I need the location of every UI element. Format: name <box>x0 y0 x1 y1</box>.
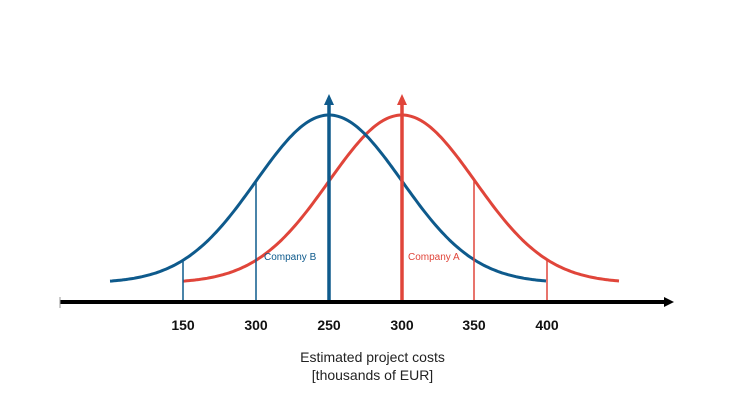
mean-arrow-company-a-arrowhead <box>397 94 407 105</box>
interval-markers <box>182 94 548 302</box>
series-label-company-b: Company B <box>264 252 317 263</box>
x-axis-title-line-1: Estimated project costs <box>300 349 445 365</box>
series-label-company-a: Company A <box>408 252 460 263</box>
x-tick-labels: 150 300 250 300 350 400 <box>171 317 559 333</box>
distribution-curves <box>109 113 620 283</box>
x-tick-label: 300 <box>244 317 268 333</box>
x-tick-label: 150 <box>171 317 195 333</box>
x-tick-label: 250 <box>317 317 341 333</box>
x-axis-title: Estimated project costs [thousands of EU… <box>0 348 745 384</box>
x-axis-arrowhead <box>664 297 674 307</box>
x-axis-title-line-2: [thousands of EUR] <box>311 367 434 383</box>
mean-arrow-company-b-arrowhead <box>324 94 334 105</box>
x-tick-label: 350 <box>462 317 486 333</box>
x-tick-label: 400 <box>535 317 559 333</box>
x-tick-label: 300 <box>390 317 414 333</box>
